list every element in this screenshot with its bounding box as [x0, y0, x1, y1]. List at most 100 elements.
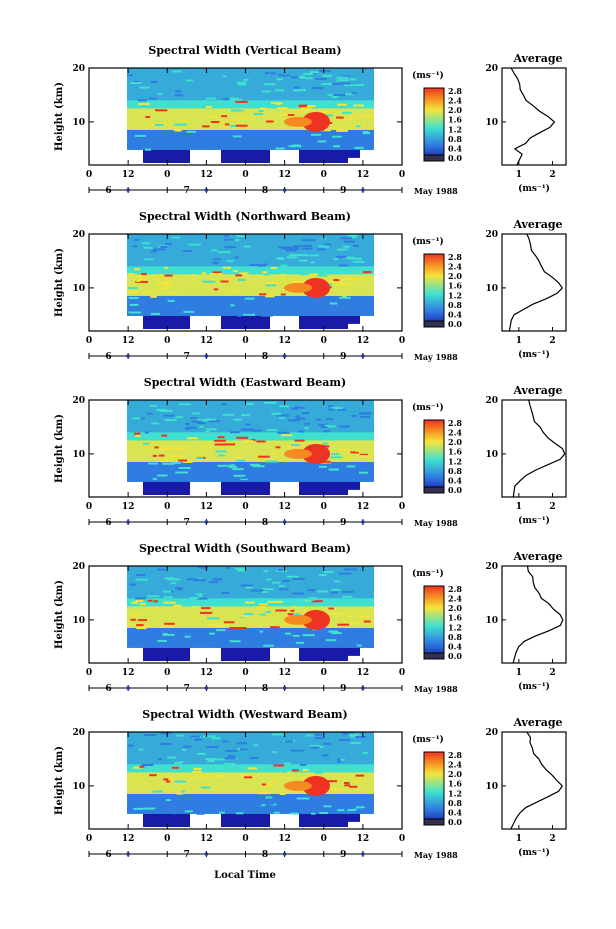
heatmap-cell [310, 261, 315, 264]
day-axis-marker [361, 852, 365, 856]
heatmap-cell [309, 71, 319, 74]
heatmap-cell [265, 611, 271, 614]
heatmap-cell [262, 784, 273, 787]
heatmap-cell [150, 295, 157, 298]
heatmap-low-segment [299, 315, 348, 329]
heatmap-cell [322, 114, 334, 117]
heatmap-cell [178, 459, 188, 462]
heatmap-cell [146, 269, 151, 272]
heatmap-cell [321, 460, 331, 463]
heatmap-cell [165, 243, 173, 245]
heatmap-cell [336, 129, 349, 132]
colorbar-tick-label: 2.8 [448, 252, 462, 262]
heatmap [127, 732, 374, 827]
heatmap-cell [316, 248, 325, 251]
heatmap-cell [259, 603, 269, 606]
heatmap-cell [244, 613, 253, 615]
heatmap-cell [298, 259, 308, 262]
heatmap-cell [307, 589, 316, 592]
heatmap-cell [242, 797, 254, 800]
heatmap-cell [244, 139, 249, 141]
heatmap-cell [332, 83, 342, 86]
heatmap-cell [236, 81, 247, 84]
x-tick-label: 12 [122, 170, 135, 180]
colorbar [423, 419, 445, 494]
average-profile: Average 20 10 1 2 (ms⁻¹) [485, 52, 567, 194]
heatmap-cell [245, 403, 255, 405]
heatmap-cell [317, 590, 328, 593]
heatmap-cell [196, 752, 206, 755]
heatmap-cell [355, 449, 361, 452]
heatmap-cell [162, 633, 175, 636]
heatmap-cell [256, 440, 266, 443]
colorbar-tick-label: 0.0 [448, 651, 462, 661]
heatmap-cell [319, 812, 329, 814]
heatmap-cell [139, 603, 146, 606]
average-title: Average [512, 550, 562, 563]
heatmap-cell [193, 579, 206, 582]
heatmap-cell [202, 125, 210, 128]
average-title: Average [512, 384, 562, 397]
heatmap-cell [284, 309, 290, 312]
heatmap-cell [158, 454, 165, 457]
heatmap-low-segment [299, 481, 348, 495]
heatmap-cell [175, 587, 183, 589]
heatmap-cell [150, 80, 158, 83]
heatmap [127, 400, 374, 495]
average-profile: Average 20 10 1 2 (ms⁻¹) [485, 384, 567, 526]
colorbar-tick-label: 2.4 [448, 96, 462, 106]
heatmap-cell [295, 417, 306, 420]
heatmap-cell [270, 626, 280, 629]
x-tick-label: 12 [200, 834, 213, 844]
day-axis-marker [282, 686, 287, 690]
y-tick-label: 10 [72, 782, 85, 792]
heatmap-cell [339, 264, 349, 267]
heatmap-cell [342, 295, 347, 298]
heatmap-cell [222, 75, 227, 78]
heatmap-cell [223, 125, 231, 128]
heatmap-cell [128, 290, 138, 293]
heatmap-cell [263, 273, 270, 276]
heatmap-cell [233, 270, 238, 273]
heatmap-cell [141, 764, 154, 766]
heatmap-cell [175, 416, 184, 419]
colorbar-tick-label: 0.4 [448, 309, 462, 319]
y-axis-label: Height (km) [54, 414, 65, 483]
colorbar-tick-label: 2.0 [448, 769, 462, 779]
heatmap-peak-edge [284, 116, 312, 127]
average-profile-line [512, 565, 564, 664]
heatmap-cell [163, 596, 173, 599]
heatmap-low-segment [143, 647, 190, 661]
heatmap-cell [201, 272, 207, 275]
heatmap-cell [292, 577, 305, 580]
colorbar [423, 253, 445, 328]
x-tick-label: 0 [164, 336, 170, 346]
heatmap-cell [225, 749, 238, 752]
heatmap-cell [187, 437, 198, 440]
heatmap-cell [156, 282, 168, 285]
heatmap-cell [321, 280, 334, 283]
day-axis-marker [282, 354, 287, 358]
heatmap-peak [302, 775, 330, 796]
colorbar-floor [423, 486, 445, 494]
heatmap-cell [157, 568, 166, 571]
panel-2: Spectral Width (Northward Beam)2010Heigh… [54, 210, 567, 362]
heatmap-cell [219, 120, 225, 123]
heatmap-cell [161, 283, 169, 286]
heatmap-cell [284, 740, 294, 743]
heatmap-cell [302, 776, 308, 779]
heatmap-cell [334, 139, 348, 142]
heatmap-cell [301, 247, 313, 250]
heatmap-cell [230, 304, 235, 307]
colorbar-tick-label: 0.0 [448, 817, 462, 827]
day-label: 6 [105, 518, 111, 528]
heatmap-cell [167, 578, 181, 581]
heatmap-cell [136, 624, 144, 627]
heatmap-cell [304, 427, 309, 429]
heatmap-cell [222, 300, 229, 303]
heatmap-cell [242, 440, 254, 443]
heatmap-cell [333, 279, 340, 282]
heatmap-cell [345, 93, 355, 96]
heatmap-cell [160, 246, 168, 248]
average-frame [501, 67, 567, 166]
